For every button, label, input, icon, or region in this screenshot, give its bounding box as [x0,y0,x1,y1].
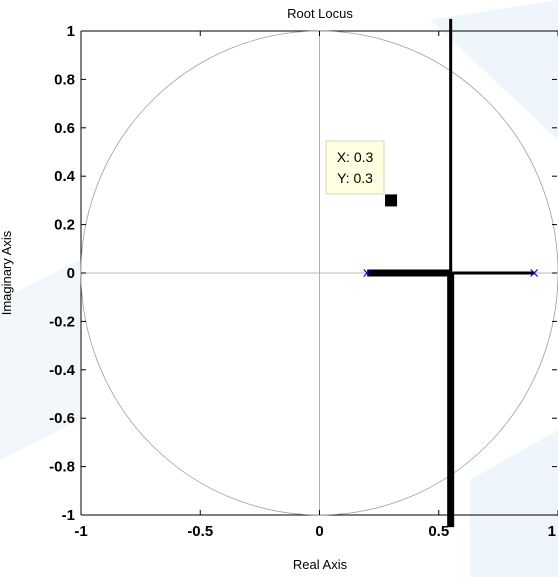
y-tick-label: 0.4 [54,168,76,185]
y-tick-label: -1 [62,507,75,524]
x-tick-label: 0.5 [428,523,449,540]
datatip-marker[interactable] [385,194,398,207]
datatip-y-label: Y: 0.3 [337,170,373,186]
pole-x-stroke-b [363,269,372,277]
datatip[interactable]: X: 0.3 Y: 0.3 [325,140,398,207]
x-tick-label: 1 [548,523,556,540]
locus-lines [367,18,535,528]
x-axis-title: Real Axis [293,557,348,572]
y-tick-label: 0.6 [54,120,75,137]
y-tick-label: 0 [67,265,75,282]
chart-title: Root Locus [287,6,353,21]
pole-marker-1 [363,269,372,277]
y-tick-labels: 1 0.8 0.6 0.4 0.2 0 -0.2 -0.4 -0.6 -0.8 -1 [49,23,76,524]
y-axis-title: Imaginary Axis [0,230,14,315]
x-tick-labels: -1 -0.5 0 0.5 1 [74,523,556,540]
datatip-x-label: X: 0.3 [337,149,374,165]
y-tick-label: -0.4 [49,362,76,379]
y-tick-label: 1 [67,23,75,40]
datatip-box [325,140,385,195]
y-tick-label: 0.2 [54,217,75,234]
x-tick-label: -0.5 [187,523,213,540]
tick-marks [80,30,558,516]
pole-marker-2 [530,269,539,277]
y-tick-label: -0.6 [49,410,75,427]
y-tick-label: -0.8 [49,459,75,476]
x-tick-label: 0 [315,523,323,540]
y-tick-label: -0.2 [49,313,75,330]
pole-markers [363,269,539,277]
pole-x-stroke-b [530,269,539,277]
y-tick-label: 0.8 [54,71,75,88]
x-tick-label: -1 [74,523,87,540]
